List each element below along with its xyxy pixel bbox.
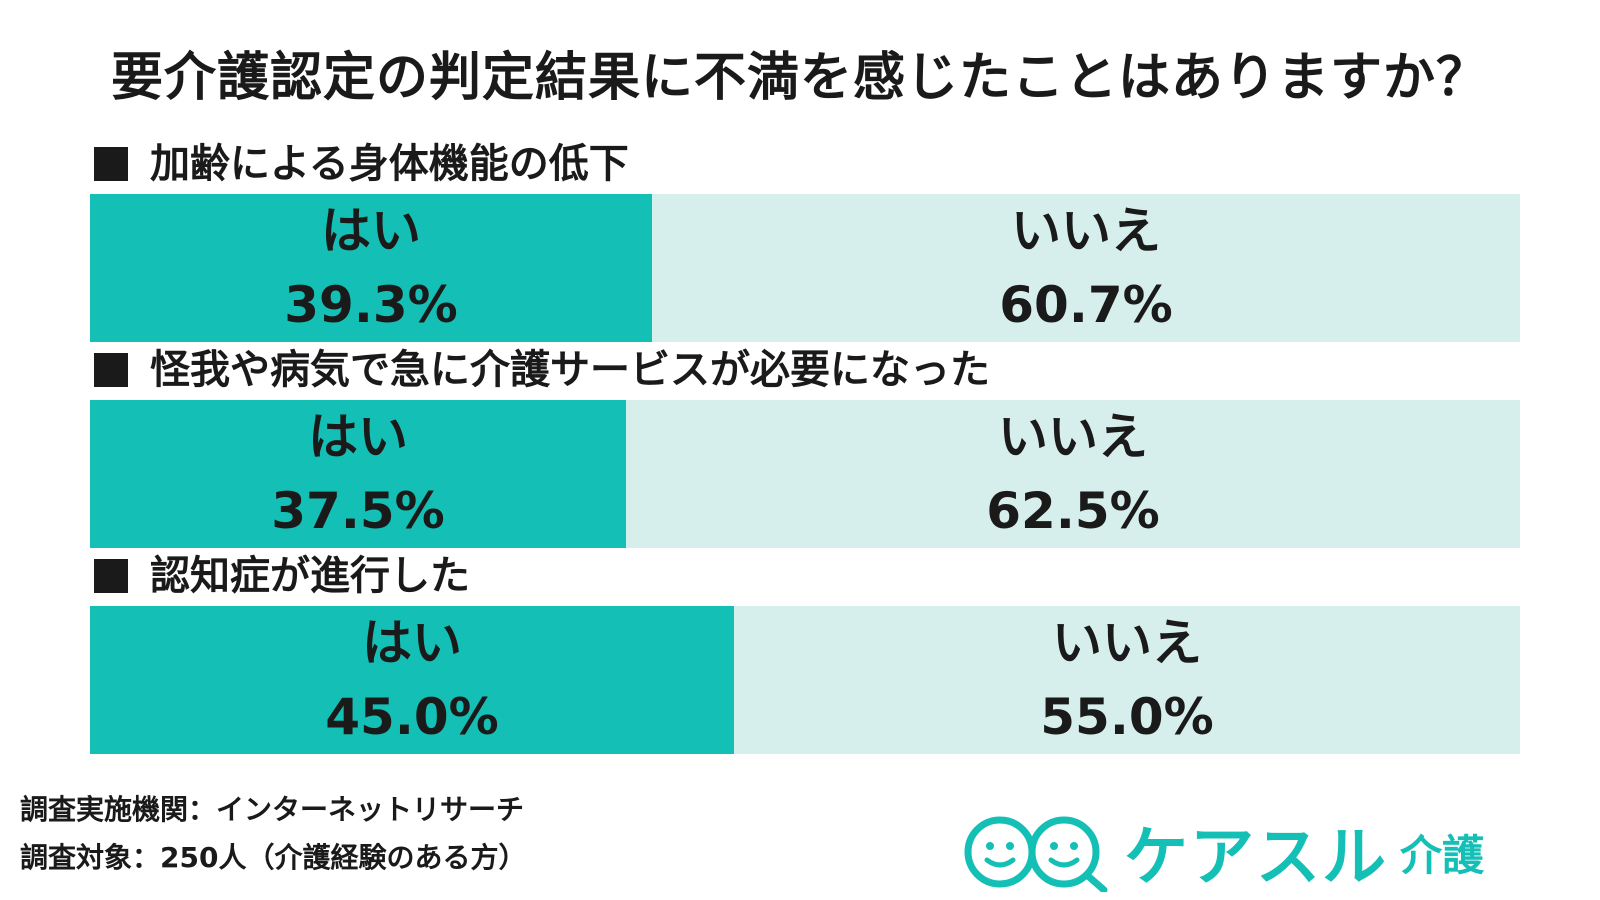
stacked-bar-1: はい 39.3% いいえ 60.7% xyxy=(90,194,1520,342)
label-no-3: いいえ 55.0% xyxy=(734,606,1520,754)
bar-yes-2 xyxy=(90,400,626,548)
label-yes-3: はい 45.0% xyxy=(90,606,734,754)
smiley-faces-icon xyxy=(964,816,1108,892)
no-label-3: いいえ xyxy=(1052,614,1202,672)
square-bullet-icon xyxy=(94,147,128,181)
label-no-1: いいえ 60.7% xyxy=(652,194,1520,342)
yes-value-2: 37.5% xyxy=(271,482,445,540)
category-label-1: 加齢による身体機能の低下 xyxy=(94,138,629,190)
survey-organization: 調査実施機関：インターネットリサーチ xyxy=(20,793,525,826)
brand-logo: ケアスル 介護 xyxy=(960,812,1590,895)
no-value-3: 55.0% xyxy=(1040,688,1214,746)
yes-value-3: 45.0% xyxy=(325,688,499,746)
label-no-2: いいえ 62.5% xyxy=(626,400,1520,548)
square-bullet-icon xyxy=(94,353,128,387)
no-value-1: 60.7% xyxy=(999,276,1173,334)
no-label-1: いいえ xyxy=(1011,202,1161,260)
bar-yes-3 xyxy=(90,606,734,754)
category-text-3: 認知症が進行した xyxy=(150,553,470,599)
category-label-2: 怪我や病気で急に介護サービスが必要になった xyxy=(94,344,990,396)
square-bullet-icon xyxy=(94,559,128,593)
yes-label-3: はい xyxy=(362,614,462,672)
category-text-1: 加齢による身体機能の低下 xyxy=(150,141,629,187)
no-label-2: いいえ xyxy=(998,408,1148,466)
category-label-3: 認知症が進行した xyxy=(94,550,470,602)
bar-yes-1 xyxy=(90,194,652,342)
label-yes-2: はい 37.5% xyxy=(90,400,626,548)
yes-label-1: はい xyxy=(321,202,421,260)
survey-target: 調査対象：250人（介護経験のある方） xyxy=(20,841,527,874)
label-yes-1: はい 39.3% xyxy=(90,194,652,342)
stacked-bar-2: はい 37.5% いいえ 62.5% xyxy=(90,400,1520,548)
no-value-2: 62.5% xyxy=(986,482,1160,540)
category-text-2: 怪我や病気で急に介護サービスが必要になった xyxy=(150,347,990,393)
brand-sub: 介護 xyxy=(1400,830,1485,880)
yes-value-1: 39.3% xyxy=(284,276,458,334)
brand-name: ケアスル xyxy=(1124,821,1388,895)
yes-label-2: はい xyxy=(308,408,408,466)
stacked-bar-3: はい 45.0% いいえ 55.0% xyxy=(90,606,1520,754)
chart-title: 要介護認定の判定結果に不満を感じたことはありますか？ xyxy=(110,48,1489,108)
